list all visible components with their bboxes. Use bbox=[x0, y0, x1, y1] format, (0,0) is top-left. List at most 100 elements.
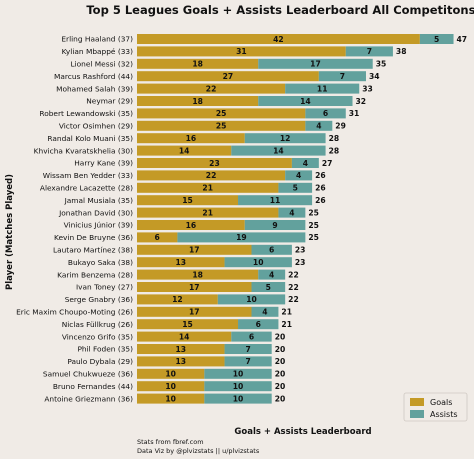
y-tick-label: Erling Haaland (37) bbox=[61, 35, 133, 44]
data-label-goals: 15 bbox=[182, 320, 193, 329]
y-tick-label: Bukayo Saka (38) bbox=[68, 258, 133, 267]
bar-assists bbox=[285, 170, 313, 181]
y-tick-label: Kylian Mbappé (33) bbox=[62, 47, 134, 56]
data-label-total: 25 bbox=[308, 221, 319, 230]
data-label-assists: 7 bbox=[367, 47, 372, 56]
bar-assists bbox=[258, 58, 373, 69]
bar-assists bbox=[305, 108, 346, 119]
data-label-total: 23 bbox=[295, 246, 306, 255]
data-label-goals: 31 bbox=[236, 47, 247, 56]
bar-assists bbox=[251, 306, 279, 317]
y-axis-label: Player (Matches Played) bbox=[5, 174, 15, 290]
data-label-assists: 14 bbox=[273, 146, 284, 155]
y-tick-label: Harry Kane (39) bbox=[74, 159, 133, 168]
y-tick-label: Serge Gnabry (36) bbox=[65, 295, 133, 304]
legend-swatch-goals bbox=[410, 398, 424, 406]
data-label-total: 20 bbox=[275, 357, 286, 366]
bar-goals bbox=[137, 269, 259, 280]
legend-swatch-assists bbox=[410, 410, 424, 418]
bar-assists bbox=[224, 356, 272, 367]
data-label-total: 34 bbox=[369, 72, 380, 81]
y-tick-label: Randal Kolo Muani (35) bbox=[47, 134, 133, 143]
x-axis-label: Goals + Assists Leaderboard bbox=[234, 427, 371, 437]
legend-label-assists: Assists bbox=[430, 410, 458, 419]
data-label-total: 20 bbox=[275, 394, 286, 403]
data-label-assists: 4 bbox=[316, 122, 321, 131]
bar-assists bbox=[231, 331, 272, 342]
bar-goals bbox=[137, 71, 319, 82]
data-label-total: 20 bbox=[275, 370, 286, 379]
data-label-goals: 13 bbox=[175, 357, 186, 366]
bar-assists bbox=[204, 368, 272, 379]
data-label-total: 28 bbox=[329, 134, 340, 143]
bar-goals bbox=[137, 344, 225, 354]
y-tick-label: Bruno Fernandes (44) bbox=[53, 382, 133, 391]
bar-assists bbox=[251, 244, 292, 255]
bar-goals bbox=[137, 282, 252, 292]
bar-assists bbox=[305, 120, 333, 131]
data-label-goals: 12 bbox=[172, 295, 183, 304]
data-label-assists: 10 bbox=[253, 258, 264, 267]
bar-goals bbox=[137, 46, 346, 57]
data-label-assists: 7 bbox=[245, 357, 250, 366]
footer-credit: Data Viz by @plvizstats || u/plvizstats bbox=[137, 447, 260, 455]
bar-goals bbox=[137, 294, 218, 305]
data-label-assists: 5 bbox=[266, 283, 271, 292]
data-label-total: 22 bbox=[288, 270, 299, 279]
data-label-assists: 4 bbox=[269, 270, 274, 279]
bar-assists bbox=[217, 294, 286, 305]
data-label-assists: 6 bbox=[256, 320, 261, 329]
data-label-goals: 16 bbox=[186, 134, 197, 143]
data-label-goals: 23 bbox=[209, 159, 220, 168]
data-label-total: 25 bbox=[308, 208, 319, 217]
y-tick-label: Vinicius Júnior (39) bbox=[64, 221, 133, 230]
data-label-total: 47 bbox=[457, 35, 468, 44]
data-label-assists: 7 bbox=[340, 72, 345, 81]
data-label-goals: 21 bbox=[202, 184, 213, 193]
data-label-total: 25 bbox=[308, 233, 319, 242]
y-tick-label: Samuel Chukwueze (36) bbox=[43, 370, 133, 379]
bar-assists bbox=[285, 83, 360, 94]
bar-assists bbox=[204, 381, 272, 392]
bar-goals bbox=[137, 58, 259, 69]
bar-assists bbox=[318, 71, 366, 82]
bar-goals bbox=[137, 319, 239, 330]
data-label-goals: 18 bbox=[192, 60, 203, 69]
data-label-total: 32 bbox=[356, 97, 367, 106]
y-tick-label: Jamal Musiala (35) bbox=[64, 196, 134, 205]
y-tick-label: Khvicha Kvaratskhelia (30) bbox=[34, 146, 133, 155]
bar-goals bbox=[137, 182, 279, 193]
legend-label-goals: Goals bbox=[430, 398, 452, 407]
data-label-goals: 16 bbox=[186, 221, 197, 230]
bar-assists bbox=[244, 133, 326, 144]
bar-assists bbox=[278, 207, 306, 218]
chart-title: Top 5 Leagues Goals + Assists Leaderboar… bbox=[86, 3, 474, 17]
data-label-assists: 4 bbox=[303, 159, 308, 168]
data-label-assists: 7 bbox=[245, 345, 250, 354]
data-label-goals: 22 bbox=[206, 84, 217, 93]
bar-goals bbox=[137, 381, 205, 392]
data-label-assists: 6 bbox=[323, 109, 328, 118]
bar-goals bbox=[137, 83, 286, 94]
y-tick-label: Mohamed Salah (39) bbox=[56, 84, 133, 93]
bar-assists bbox=[231, 145, 326, 156]
data-label-assists: 10 bbox=[233, 382, 244, 391]
bar-assists bbox=[224, 257, 292, 268]
data-label-total: 26 bbox=[315, 171, 326, 180]
data-label-goals: 6 bbox=[155, 233, 160, 242]
data-label-goals: 10 bbox=[165, 382, 176, 391]
data-label-total: 23 bbox=[295, 258, 306, 267]
data-label-assists: 5 bbox=[434, 35, 439, 44]
data-label-goals: 13 bbox=[175, 258, 186, 267]
data-label-assists: 10 bbox=[233, 370, 244, 379]
bar-assists bbox=[258, 96, 353, 106]
bar-assists bbox=[244, 220, 306, 230]
bar-goals bbox=[137, 232, 178, 243]
bar-goals bbox=[137, 306, 252, 317]
y-tick-label: Marcus Rashford (44) bbox=[54, 72, 133, 81]
y-tick-label: Lautaro Martínez (38) bbox=[53, 246, 133, 255]
data-label-total: 20 bbox=[275, 345, 286, 354]
bar-goals bbox=[137, 170, 286, 181]
data-label-total: 31 bbox=[349, 109, 360, 118]
